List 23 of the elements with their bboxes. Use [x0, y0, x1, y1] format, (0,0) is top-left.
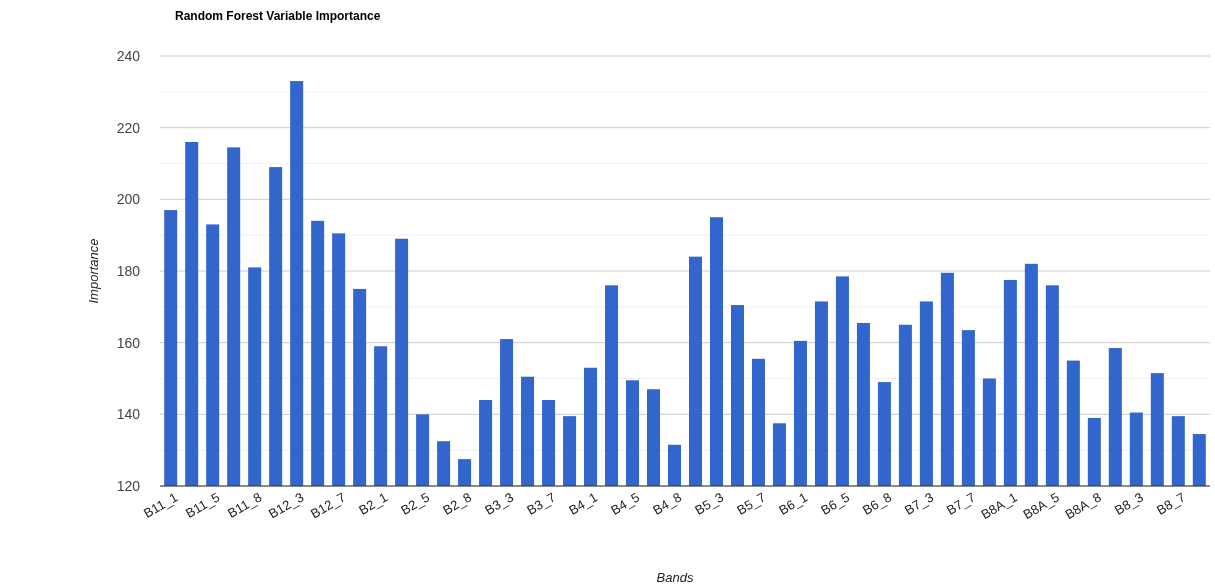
x-tick-label: B3_3	[482, 489, 517, 518]
y-axis-title: Importance	[86, 238, 101, 304]
y-tick-label: 120	[116, 477, 141, 494]
y-tick-label: 160	[116, 334, 141, 351]
y-tick-label: 180	[116, 262, 141, 279]
x-axis-title: Bands	[656, 570, 694, 585]
x-tick-label: B5_3	[692, 489, 726, 518]
x-tick-label: B2_8	[440, 489, 475, 518]
y-tick-label: 200	[116, 191, 141, 208]
chart-title: Random Forest Variable Importance	[175, 9, 381, 23]
y-tick-label: 220	[116, 119, 141, 136]
x-tick-label: B2_1	[356, 489, 391, 518]
x-tick-label: B4_5	[608, 489, 643, 518]
x-tick-label: B7_3	[902, 489, 936, 518]
y-tick-label: 140	[116, 406, 141, 423]
x-tick-label: B6_1	[776, 489, 810, 518]
y-tick-label: 240	[116, 47, 141, 64]
x-tick-label: B2_5	[398, 489, 433, 518]
x-tick-label: B4_8	[650, 489, 684, 518]
x-tick-label: B8_3	[1112, 489, 1146, 518]
x-tick-label: B6_8	[860, 489, 894, 518]
x-tick-label: B4_1	[566, 489, 601, 518]
x-tick-label: B6_5	[818, 489, 852, 518]
